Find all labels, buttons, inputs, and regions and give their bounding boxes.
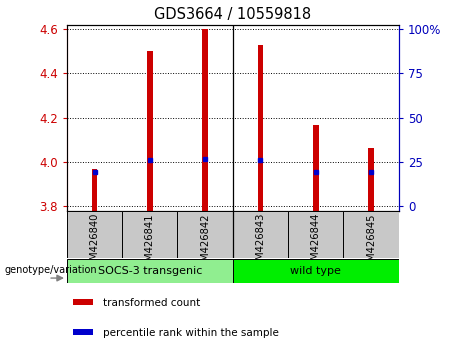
Text: GSM426843: GSM426843 — [255, 213, 266, 273]
Text: SOCS-3 transgenic: SOCS-3 transgenic — [98, 266, 202, 276]
Bar — [258, 45, 263, 211]
Bar — [368, 148, 374, 211]
Title: GDS3664 / 10559818: GDS3664 / 10559818 — [154, 7, 311, 22]
Text: GSM426842: GSM426842 — [200, 213, 210, 274]
Bar — [92, 169, 97, 211]
Bar — [73, 329, 94, 335]
Bar — [177, 211, 233, 258]
Text: GSM426844: GSM426844 — [311, 213, 321, 273]
Text: GSM426841: GSM426841 — [145, 213, 155, 274]
Text: percentile rank within the sample: percentile rank within the sample — [103, 327, 279, 337]
Bar — [288, 211, 343, 258]
Bar — [202, 29, 208, 211]
Text: wild type: wild type — [290, 266, 341, 276]
Text: transformed count: transformed count — [103, 298, 201, 308]
Bar — [233, 259, 399, 283]
Bar — [122, 211, 177, 258]
Text: GSM426840: GSM426840 — [89, 213, 100, 273]
Text: genotype/variation: genotype/variation — [5, 265, 97, 275]
Text: GSM426845: GSM426845 — [366, 213, 376, 274]
Bar — [67, 259, 233, 283]
Bar — [67, 211, 122, 258]
Bar — [343, 211, 399, 258]
Bar — [233, 211, 288, 258]
Bar — [73, 299, 94, 305]
Bar — [147, 51, 153, 211]
Bar — [313, 125, 319, 211]
